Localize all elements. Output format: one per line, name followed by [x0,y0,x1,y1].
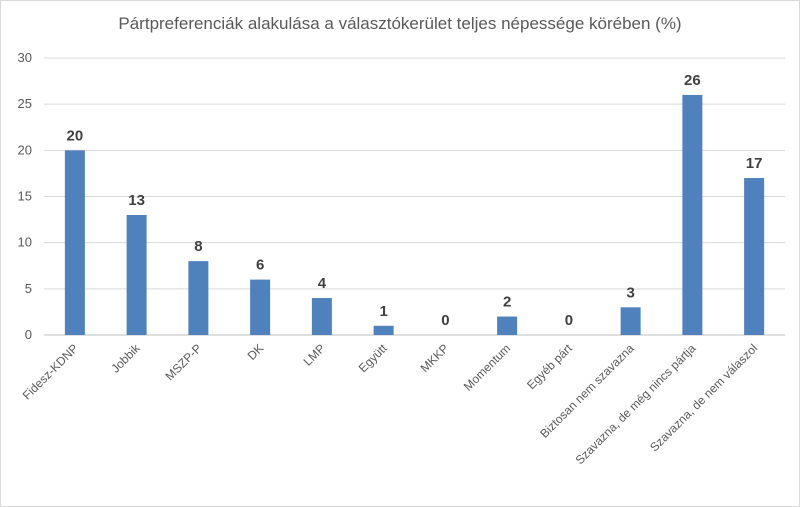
data-label: 20 [67,127,84,144]
bar-fidesz-kdnp [64,150,85,335]
data-label: 4 [318,275,327,292]
data-label: 0 [441,312,449,329]
y-tick-label: 0 [25,327,32,342]
bar-szavazna-de-m-g-nincs-p-rtja [682,94,703,335]
x-category-label: Együtt [356,341,390,375]
y-tick-label: 10 [18,235,32,250]
bars [64,94,765,335]
x-category-label: LMP [301,341,328,368]
y-tick-label: 30 [18,50,32,65]
x-category-label: Fidesz-KDNP [20,341,81,402]
bar-szavazna-de-nem-v-laszol [744,178,765,335]
x-category-label: DK [245,341,267,363]
y-axis-ticks: 0 5 10 15 20 25 30 [18,50,32,342]
data-label: 13 [128,192,145,209]
data-label: 1 [379,303,387,320]
bar-lmp [311,298,332,335]
data-label: 6 [256,257,264,274]
y-tick-label: 5 [25,281,32,296]
x-category-label: MSZP-P [163,341,205,383]
data-label: 8 [194,238,202,255]
data-label: 2 [503,294,511,311]
x-category-label: Egyéb párt [524,341,575,392]
data-label: 17 [746,155,763,172]
bar-mszp-p [188,261,209,335]
data-label: 0 [565,312,573,329]
chart-title: Pártpreferenciák alakulása a választóker… [118,14,682,33]
gridlines [44,57,785,336]
x-category-label: MKKP [418,341,452,375]
bar-biztosan-nem-szavazna [620,307,641,335]
data-label: 3 [626,284,634,301]
bar-egy-tt [373,325,394,335]
x-category-label: Momentum [461,341,513,393]
x-category-label: Szavazna, de nem válaszol [647,341,760,454]
bar-dk [250,279,271,335]
y-tick-label: 20 [18,142,32,157]
x-axis-categories: Fidesz-KDNP Jobbik MSZP-P DK LMP Együtt MKKP Mo… [20,341,761,468]
y-tick-label: 15 [18,189,32,204]
bar-jobbik [126,214,147,335]
y-tick-label: 25 [18,96,32,111]
x-category-label: Jobbik [108,341,143,376]
bar-momentum [497,316,518,335]
x-category-label: Szavazna, de még nincs pártja [573,341,699,467]
data-label: 26 [684,72,701,89]
